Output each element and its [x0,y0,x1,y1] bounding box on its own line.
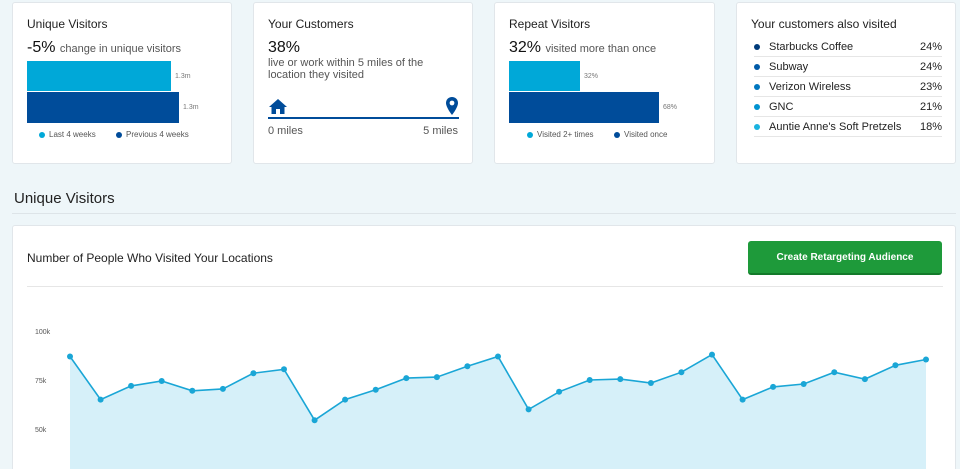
place-name: Auntie Anne's Soft Pretzels [769,120,902,133]
data-point[interactable] [556,388,563,395]
data-point[interactable] [617,376,624,383]
data-point[interactable] [464,363,471,370]
legend-label: Visited 2+ times [537,130,594,139]
your-customers-card: Your Customers 38% live or work within 5… [253,2,473,164]
section-divider [12,213,956,214]
card-title: Repeat Visitors [509,17,591,31]
card-title: Your Customers [268,17,354,31]
data-point[interactable] [67,353,73,360]
list-item: Verizon Wireless 23% [754,77,942,97]
data-point[interactable] [739,396,746,403]
place-name: Starbucks Coffee [769,40,854,53]
list-dot [754,43,760,50]
data-point[interactable] [128,382,135,389]
card-title: Unique Visitors [27,17,108,31]
list-item: Starbucks Coffee 24% [754,37,942,57]
legend-dot [39,131,45,138]
data-point[interactable] [219,385,226,392]
list-dot [754,83,760,90]
data-point[interactable] [189,387,196,394]
data-point[interactable] [892,362,899,369]
last-4-weeks-value: 1.3m [175,73,191,80]
y-tick-label: 100k [35,329,51,336]
legend-visited-2plus: Visited 2+ times [527,130,594,139]
list-dot [754,103,760,110]
legend-dot [116,131,122,138]
visited-2plus-bar [509,61,580,91]
home-icon [269,99,287,114]
location-pin-icon [446,97,458,115]
customers-caption: live or work within 5 miles of the locat… [268,57,424,81]
place-percent: 18% [919,120,942,133]
place-name: Subway [769,60,809,73]
place-percent: 21% [919,100,942,113]
card-title: Your customers also visited [751,17,897,31]
visited-2plus-value: 32% [584,73,599,80]
list-item: GNC 21% [754,97,942,117]
last-4-weeks-bar [27,61,171,91]
data-point[interactable] [647,380,654,386]
repeat-percent: 32% [509,39,542,56]
data-point[interactable] [97,396,104,403]
repeat-visitors-card: Repeat Visitors 32% visited more than on… [494,2,715,164]
visited-once-bar [509,92,659,123]
data-point[interactable] [372,386,379,393]
data-point[interactable] [831,369,838,376]
previous-4-weeks-value: 1.3m [183,104,199,111]
list-item: Subway 24% [754,57,942,77]
y-tick-label: 50k [35,427,47,434]
section-title: Unique Visitors [14,190,115,207]
data-point[interactable] [861,376,868,383]
list-dot [754,123,760,130]
legend-visited-once: Visited once [614,130,667,139]
legend-last-4-weeks: Last 4 weeks [39,130,96,139]
legend-label: Previous 4 weeks [126,130,189,139]
data-point[interactable] [923,356,929,363]
legend-dot [614,131,620,138]
distance-start-label: 0 miles [268,125,303,137]
repeat-caption: visited more than once [545,43,657,55]
visitors-line-chart [67,351,929,469]
data-point[interactable] [709,351,715,358]
legend-label: Visited once [624,130,668,139]
customers-percent: 38% [268,39,301,56]
previous-4-weeks-bar [27,92,179,123]
list-item: Auntie Anne's Soft Pretzels 18% [754,117,942,137]
data-point[interactable] [678,369,685,376]
legend-label: Last 4 weeks [49,130,96,139]
distance-end-label: 5 miles [423,125,458,137]
distance-line [268,117,459,119]
place-percent: 23% [919,80,942,93]
data-point[interactable] [800,381,807,387]
place-percent: 24% [919,40,942,53]
data-point[interactable] [311,417,318,424]
data-point[interactable] [770,383,777,390]
place-name: GNC [769,100,794,113]
legend-previous-4-weeks: Previous 4 weeks [116,130,189,139]
data-point[interactable] [433,374,440,381]
data-point[interactable] [158,378,165,384]
visitors-chart-panel: Number of People Who Visited Your Locati… [12,225,956,469]
data-point[interactable] [342,396,349,403]
data-point[interactable] [525,406,532,413]
create-retargeting-audience-button[interactable]: Create Retargeting Audience [748,241,942,275]
chart-divider [27,286,943,287]
data-point[interactable] [586,377,593,383]
also-visited-card: Your customers also visited Starbucks Co… [736,2,956,164]
visited-once-value: 68% [663,104,678,111]
data-point[interactable] [281,366,287,373]
legend-dot [527,131,533,138]
unique-change-value: -5% [27,39,56,56]
series-area [70,354,926,469]
data-point[interactable] [403,375,410,382]
list-dot [754,63,760,70]
y-tick-label: 75k [35,378,47,385]
unique-visitors-card: Unique Visitors -5% change in unique vis… [12,2,232,164]
data-point[interactable] [495,353,501,360]
place-name: Verizon Wireless [769,80,851,93]
unique-change-caption: change in unique visitors [59,43,181,55]
place-percent: 24% [919,60,942,73]
chart-heading: Number of People Who Visited Your Locati… [27,251,273,265]
data-point[interactable] [250,370,257,377]
